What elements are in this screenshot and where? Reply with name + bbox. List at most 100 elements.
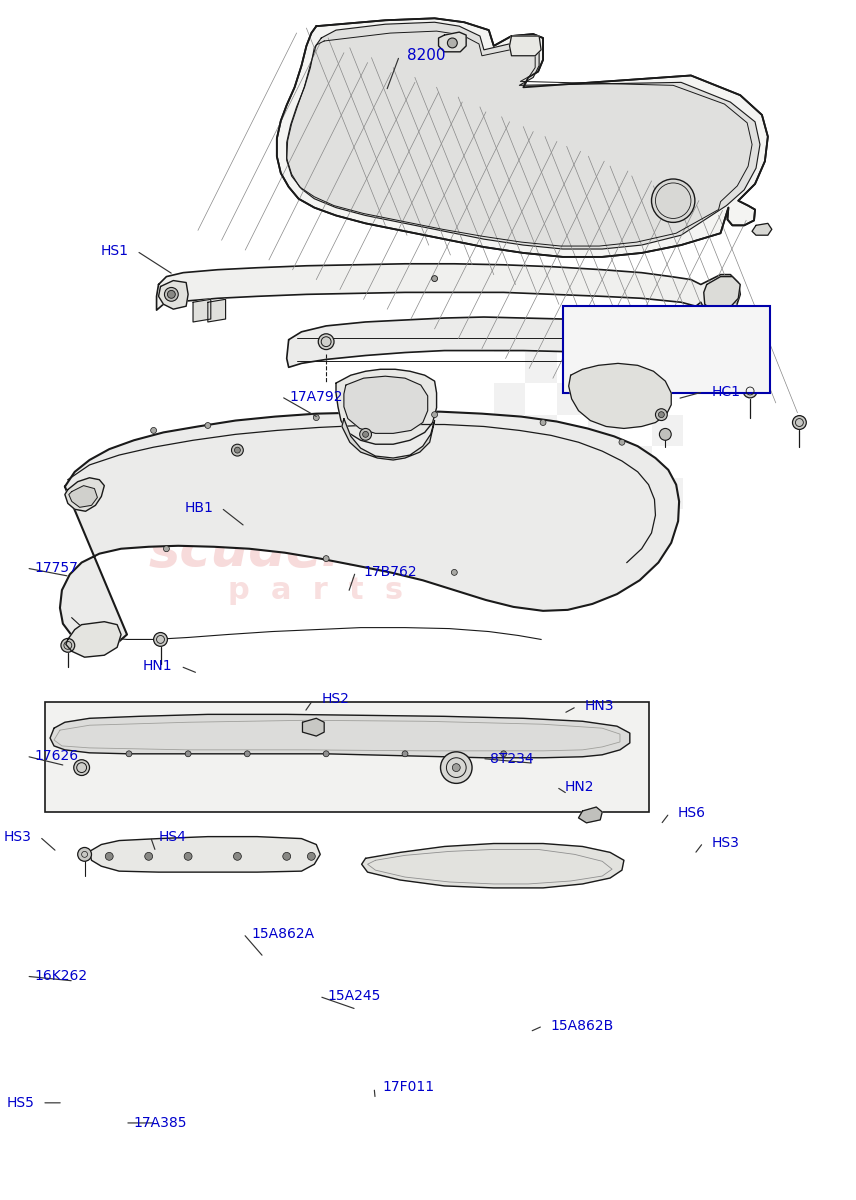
Text: HC1: HC1: [711, 385, 740, 398]
Circle shape: [61, 638, 74, 653]
Text: 17A385: 17A385: [133, 1116, 187, 1130]
Circle shape: [656, 409, 668, 420]
Bar: [651, 478, 683, 509]
Text: HS3: HS3: [711, 835, 739, 850]
Circle shape: [307, 852, 315, 860]
Polygon shape: [438, 32, 467, 52]
Circle shape: [235, 448, 241, 454]
Polygon shape: [66, 622, 121, 658]
Bar: [557, 446, 588, 478]
Text: p  a  r  t  s: p a r t s: [228, 576, 402, 605]
Text: 17626: 17626: [34, 749, 79, 763]
Circle shape: [452, 763, 461, 772]
Text: 17757: 17757: [34, 562, 78, 575]
Circle shape: [451, 570, 457, 575]
Polygon shape: [157, 264, 740, 316]
Polygon shape: [568, 364, 671, 428]
Bar: [620, 509, 651, 541]
Bar: [557, 320, 588, 352]
Bar: [620, 320, 651, 352]
Circle shape: [448, 38, 457, 48]
Bar: [494, 320, 526, 352]
Polygon shape: [51, 714, 630, 757]
Polygon shape: [276, 18, 768, 257]
Text: HS5: HS5: [6, 1096, 34, 1110]
Circle shape: [145, 852, 152, 860]
Circle shape: [184, 852, 192, 860]
Circle shape: [205, 422, 211, 428]
Circle shape: [282, 852, 291, 860]
Bar: [651, 415, 683, 446]
Bar: [588, 352, 620, 383]
Polygon shape: [302, 719, 324, 736]
Circle shape: [651, 179, 695, 222]
Bar: [588, 478, 620, 509]
Text: HS6: HS6: [677, 806, 705, 820]
Circle shape: [168, 290, 175, 299]
Polygon shape: [657, 330, 703, 377]
Polygon shape: [193, 299, 211, 322]
Text: HN1: HN1: [143, 659, 173, 673]
Text: scuderia: scuderia: [149, 524, 402, 577]
Circle shape: [441, 752, 472, 784]
Text: HS1: HS1: [101, 244, 128, 258]
Polygon shape: [287, 23, 760, 250]
Text: HS3: HS3: [4, 829, 32, 844]
Polygon shape: [158, 281, 188, 310]
Circle shape: [78, 847, 92, 862]
Polygon shape: [361, 844, 624, 888]
Polygon shape: [90, 836, 320, 872]
Polygon shape: [287, 317, 703, 379]
Text: 15A862A: 15A862A: [251, 926, 314, 941]
Text: HN2: HN2: [564, 780, 594, 794]
Circle shape: [244, 751, 250, 757]
Text: HB1: HB1: [184, 500, 213, 515]
Circle shape: [324, 556, 329, 562]
Circle shape: [658, 412, 664, 418]
Circle shape: [324, 751, 329, 757]
Text: HS4: HS4: [158, 829, 187, 844]
Text: HN3: HN3: [585, 700, 614, 714]
Text: HS2: HS2: [321, 692, 349, 707]
Bar: [526, 478, 557, 509]
Polygon shape: [579, 808, 603, 823]
Polygon shape: [704, 277, 740, 312]
Bar: [557, 509, 588, 541]
Text: 17F011: 17F011: [382, 1080, 434, 1094]
Polygon shape: [65, 478, 104, 511]
Polygon shape: [509, 36, 541, 55]
Circle shape: [185, 751, 191, 757]
Polygon shape: [342, 419, 435, 460]
Text: 15A245: 15A245: [327, 989, 381, 1003]
Polygon shape: [208, 299, 226, 322]
Circle shape: [234, 852, 241, 860]
Circle shape: [74, 760, 90, 775]
Circle shape: [126, 751, 132, 757]
Text: 8200: 8200: [407, 48, 446, 64]
Bar: [45, 702, 649, 812]
Bar: [526, 415, 557, 446]
Circle shape: [163, 546, 169, 552]
Bar: [494, 509, 526, 541]
Text: 8T234: 8T234: [490, 751, 533, 766]
Circle shape: [619, 439, 625, 445]
Circle shape: [540, 420, 546, 426]
Circle shape: [164, 288, 178, 301]
Bar: [620, 446, 651, 478]
Bar: [651, 352, 683, 383]
Circle shape: [231, 444, 243, 456]
Circle shape: [313, 415, 319, 420]
Polygon shape: [752, 223, 772, 235]
Circle shape: [153, 632, 168, 647]
Circle shape: [151, 427, 157, 433]
Circle shape: [501, 751, 507, 757]
Bar: [494, 446, 526, 478]
Bar: [557, 383, 588, 415]
Circle shape: [743, 384, 757, 398]
Text: 16K262: 16K262: [34, 970, 87, 983]
Bar: [526, 352, 557, 383]
Polygon shape: [336, 370, 437, 444]
Circle shape: [318, 334, 334, 349]
Circle shape: [659, 428, 671, 440]
Text: 17B762: 17B762: [364, 565, 417, 578]
